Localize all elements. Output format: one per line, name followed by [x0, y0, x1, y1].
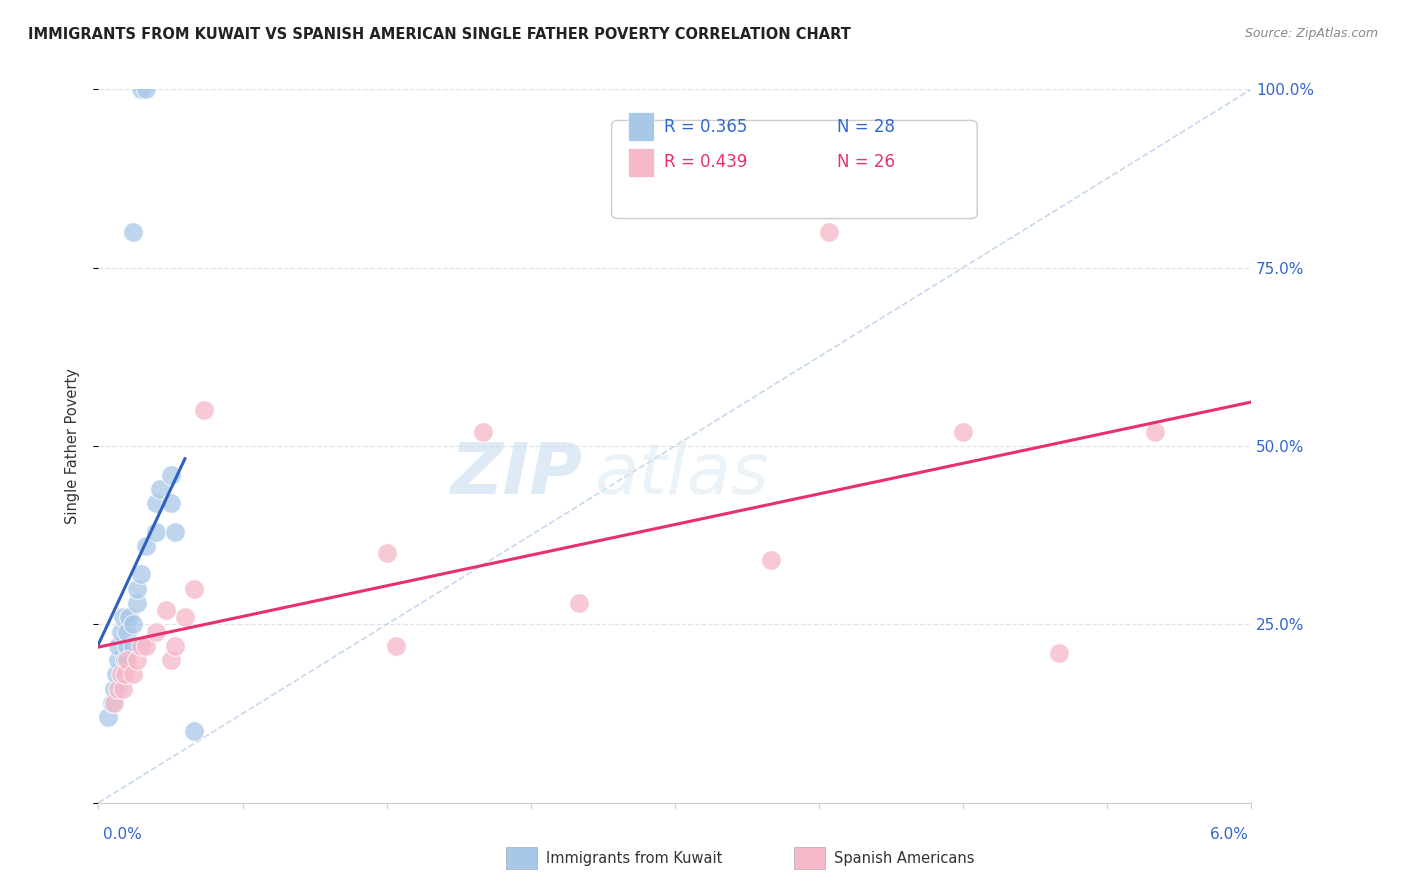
- Point: [125, 582, 148, 596]
- Point: [145, 624, 167, 639]
- Point: [117, 653, 139, 667]
- Point: [160, 653, 183, 667]
- Point: [103, 696, 125, 710]
- Point: [107, 653, 129, 667]
- Text: atlas: atlas: [595, 440, 769, 509]
- Point: [118, 610, 141, 624]
- Point: [117, 639, 139, 653]
- Point: [165, 524, 187, 539]
- Point: [174, 610, 197, 624]
- Point: [110, 667, 132, 681]
- Point: [103, 681, 125, 696]
- Point: [165, 639, 187, 653]
- Point: [122, 667, 145, 681]
- Text: 0.0%: 0.0%: [103, 827, 142, 841]
- Point: [125, 653, 148, 667]
- Point: [375, 546, 398, 560]
- Point: [101, 696, 124, 710]
- Text: Source: ZipAtlas.com: Source: ZipAtlas.com: [1244, 27, 1378, 40]
- Point: [107, 639, 129, 653]
- Point: [117, 624, 139, 639]
- Point: [114, 653, 136, 667]
- Text: ZIP: ZIP: [450, 440, 582, 509]
- Point: [97, 710, 120, 724]
- Text: Immigrants from Kuwait: Immigrants from Kuwait: [546, 851, 721, 865]
- Point: [129, 639, 152, 653]
- Text: Spanish Americans: Spanish Americans: [834, 851, 974, 865]
- Point: [568, 596, 591, 610]
- Text: IMMIGRANTS FROM KUWAIT VS SPANISH AMERICAN SINGLE FATHER POVERTY CORRELATION CHA: IMMIGRANTS FROM KUWAIT VS SPANISH AMERIC…: [28, 27, 851, 42]
- Point: [125, 596, 148, 610]
- Point: [155, 603, 177, 617]
- Point: [385, 639, 408, 653]
- Text: N = 26: N = 26: [837, 153, 894, 171]
- Point: [135, 82, 157, 96]
- Point: [135, 639, 157, 653]
- Point: [135, 539, 157, 553]
- Point: [160, 467, 183, 482]
- Text: 6.0%: 6.0%: [1209, 827, 1249, 841]
- Point: [759, 553, 782, 567]
- Text: N = 28: N = 28: [837, 118, 894, 136]
- Text: R = 0.439: R = 0.439: [664, 153, 747, 171]
- Point: [160, 496, 183, 510]
- Y-axis label: Single Father Poverty: Single Father Poverty: [65, 368, 80, 524]
- Point: [104, 667, 127, 681]
- Point: [817, 225, 839, 239]
- Point: [129, 567, 152, 582]
- Point: [114, 667, 136, 681]
- Point: [112, 610, 135, 624]
- Point: [145, 524, 167, 539]
- Point: [122, 639, 145, 653]
- Point: [183, 724, 205, 739]
- Point: [129, 82, 152, 96]
- Point: [145, 496, 167, 510]
- Point: [471, 425, 494, 439]
- Point: [1144, 425, 1167, 439]
- Point: [122, 617, 145, 632]
- Point: [149, 482, 172, 496]
- Point: [110, 624, 132, 639]
- Point: [112, 681, 135, 696]
- Point: [183, 582, 205, 596]
- Point: [1047, 646, 1070, 660]
- Point: [952, 425, 974, 439]
- Point: [193, 403, 215, 417]
- Text: R = 0.365: R = 0.365: [664, 118, 747, 136]
- Point: [107, 681, 129, 696]
- Point: [122, 225, 145, 239]
